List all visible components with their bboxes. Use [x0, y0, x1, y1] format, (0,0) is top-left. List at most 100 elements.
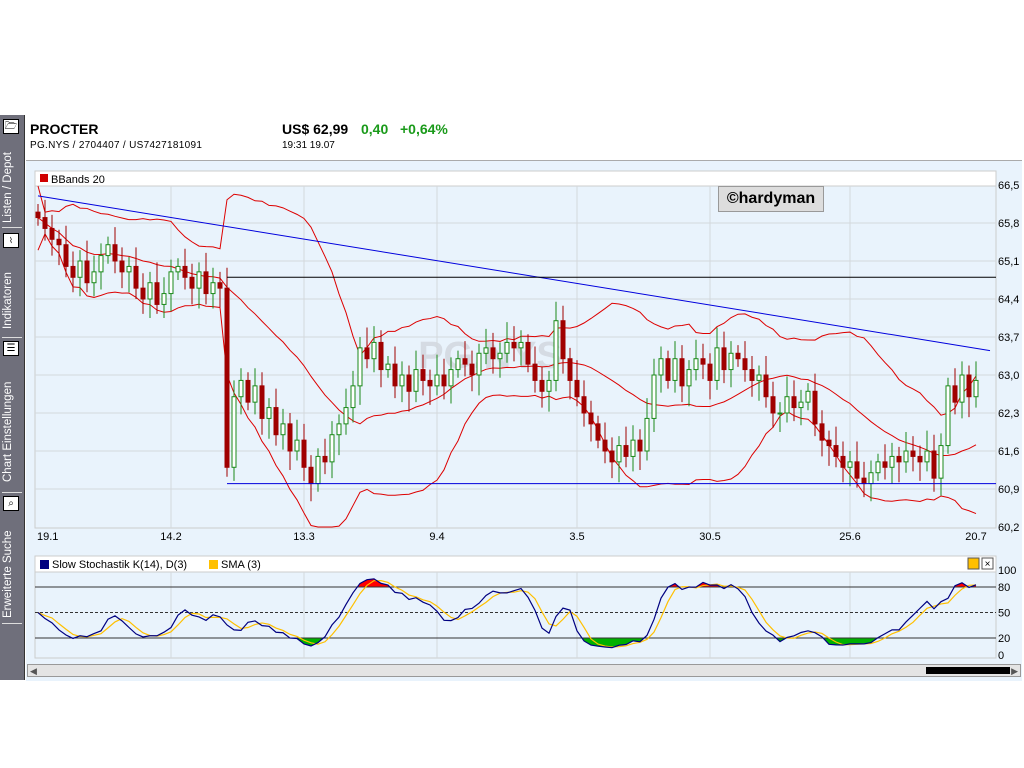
candle-body	[560, 320, 566, 360]
candle-body	[448, 369, 454, 387]
scroll-left-icon[interactable]: ◀	[30, 666, 37, 676]
candle-body	[119, 260, 125, 273]
horizontal-scrollbar[interactable]: ◀ ▶	[27, 664, 1021, 677]
candle-body	[889, 455, 895, 468]
candle-body	[49, 227, 55, 240]
candle-body	[357, 347, 363, 387]
candle-body	[504, 341, 510, 354]
y-tick-label: 66,5	[998, 180, 1019, 192]
sidebar-tab-listen-depot[interactable]: 🗁 Listen / Depot	[0, 115, 24, 227]
candle-body	[434, 374, 440, 387]
candle-body	[182, 265, 188, 278]
candle-body	[245, 379, 251, 403]
candle-body	[91, 271, 97, 284]
candle-body	[658, 358, 664, 376]
x-tick-label: 14.2	[160, 531, 181, 543]
candle-body	[819, 423, 825, 441]
candle-body	[497, 352, 503, 360]
candle-body	[644, 417, 650, 452]
sidebar-tab-indikatoren[interactable]: ⌇ Indikatoren	[0, 229, 24, 337]
indicator-settings-button[interactable]	[967, 557, 980, 570]
candle-body	[189, 276, 195, 289]
candle-body	[203, 271, 209, 295]
candle-body	[168, 271, 174, 295]
stoch-k-line	[37, 578, 977, 649]
candle-body	[749, 369, 755, 381]
candle-body	[875, 461, 881, 474]
candle-body	[742, 358, 748, 371]
indicator-close-button[interactable]	[981, 557, 994, 570]
stoch-d-legend-swatch	[209, 560, 218, 569]
scrollbar-thumb[interactable]	[926, 667, 1010, 674]
trendline	[37, 195, 991, 352]
candle-body	[392, 363, 398, 387]
candle-body	[427, 379, 433, 387]
candle-body	[952, 385, 958, 403]
candle-body	[553, 320, 559, 381]
price-change: 0,40	[361, 121, 389, 137]
candle-body	[686, 369, 692, 387]
candle-body	[399, 374, 405, 387]
candle-body	[616, 445, 622, 463]
scroll-right-icon[interactable]: ▶	[1011, 666, 1018, 676]
candle-body	[329, 434, 335, 463]
candle-body	[602, 439, 608, 452]
candle-body	[196, 271, 202, 289]
bbands-legend-label: BBands 20	[51, 174, 105, 186]
candle-body	[371, 341, 377, 360]
candle-body	[805, 390, 811, 403]
y-tick-label: 60,9	[998, 484, 1019, 496]
stoch-legend-bar	[34, 555, 997, 573]
candle-body	[756, 374, 762, 381]
candle-body	[938, 445, 944, 479]
candle-body	[518, 341, 524, 349]
candle-body	[287, 423, 293, 452]
search-icon: ⌕	[3, 496, 19, 511]
x-tick-label: 3.5	[569, 531, 584, 543]
candle-body	[931, 450, 937, 479]
candle-body	[511, 341, 517, 349]
candle-body	[581, 396, 587, 414]
stoch-k-legend-swatch	[40, 560, 49, 569]
candle-body	[700, 358, 706, 365]
candle-body	[266, 407, 272, 419]
candle-body	[63, 244, 69, 267]
candle-body	[70, 265, 76, 278]
candle-body	[525, 341, 531, 365]
sidebar: 🗁 Listen / Depot ⌇ Indikatoren ☰ Chart E…	[0, 115, 25, 680]
candle-body	[630, 439, 636, 457]
x-tick-label: 9.4	[429, 531, 444, 543]
stoch-y-tick-label: 100	[998, 565, 1016, 577]
close-icon: ×	[985, 559, 991, 570]
candle-body	[455, 358, 461, 371]
candle-body	[546, 379, 552, 392]
candle-body	[840, 455, 846, 468]
stoch-k-legend-label: Slow Stochastik K(14), D(3)	[52, 559, 187, 571]
candle-body	[833, 445, 839, 457]
candle-body	[847, 461, 853, 468]
y-tick-label: 61,6	[998, 446, 1019, 458]
candle-body	[707, 363, 713, 381]
bollinger-middle-band	[37, 217, 977, 457]
candle-body	[609, 450, 615, 463]
candle-body	[966, 374, 972, 398]
candle-body	[483, 347, 489, 354]
sidebar-tab-chart-einstellungen[interactable]: ☰ Chart Einstellungen	[0, 339, 24, 493]
x-tick-label: 19.1	[37, 531, 58, 543]
stoch-y-tick-label: 0	[998, 650, 1004, 662]
candle-body	[476, 352, 482, 376]
candle-body	[154, 282, 160, 305]
candle-body	[763, 374, 769, 398]
candle-body	[588, 412, 594, 425]
candle-body	[651, 374, 657, 419]
stoch-y-tick-label: 20	[998, 633, 1010, 645]
price-plot-area	[34, 170, 997, 529]
candle-body	[623, 445, 629, 457]
indicator-chart-icon: ⌇	[3, 233, 19, 248]
candle-body	[574, 379, 580, 398]
candle-body	[924, 450, 930, 463]
candle-body	[98, 255, 104, 273]
candle-body	[280, 423, 286, 436]
candle-body	[385, 363, 391, 371]
sidebar-tab-erweiterte-suche[interactable]: ⌕ Erweiterte Suche	[0, 494, 24, 624]
